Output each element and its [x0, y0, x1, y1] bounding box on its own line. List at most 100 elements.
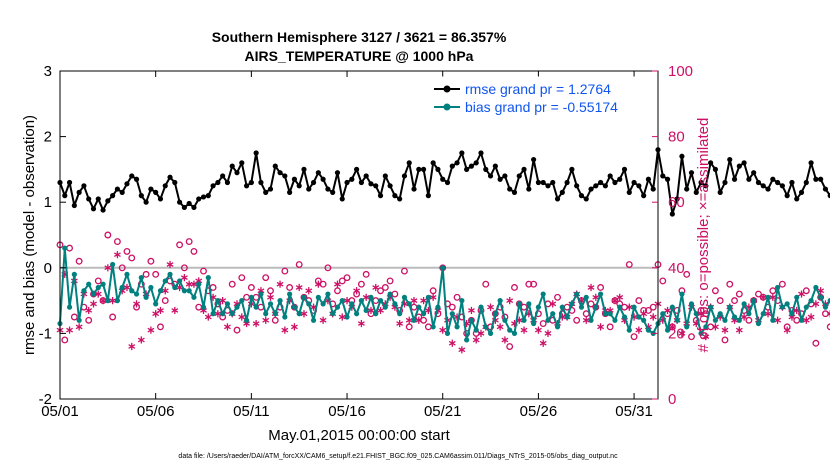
bias-point	[167, 271, 173, 277]
y-right-tick-label: 60	[668, 194, 685, 211]
possible-obs-point	[142, 270, 150, 278]
assimilated-obs-point	[314, 280, 322, 288]
bias-point	[330, 311, 336, 317]
bias-point	[459, 298, 465, 304]
possible-obs-point	[482, 280, 490, 288]
assimilated-obs-point	[123, 283, 131, 292]
assimilated-obs-point	[597, 323, 605, 331]
rmse-point	[641, 193, 647, 199]
rmse-point	[191, 204, 197, 211]
bias-point	[114, 298, 121, 304]
possible-obs-series	[56, 231, 830, 350]
rmse-point	[708, 160, 714, 166]
rmse-point	[751, 170, 757, 176]
rmse-point	[435, 166, 441, 172]
rmse-point	[679, 153, 685, 159]
rmse-point	[602, 183, 608, 189]
possible-obs-point	[233, 326, 241, 334]
y-right-axis-ticks: 0 20 40 60 80 100	[652, 63, 693, 408]
bias-point	[607, 311, 613, 317]
possible-obs-point	[238, 274, 246, 282]
possible-obs-point	[511, 284, 518, 291]
rmse-point	[727, 156, 733, 163]
possible-obs-point	[104, 231, 112, 239]
possible-obs-point	[147, 257, 155, 265]
rmse-point	[239, 160, 245, 166]
bias-point	[110, 261, 116, 268]
bias-point	[454, 324, 460, 330]
rmse-point	[205, 193, 211, 199]
possible-obs-point	[539, 320, 547, 328]
bias-point	[277, 298, 283, 304]
bias-point	[220, 311, 226, 317]
rmse-point	[808, 160, 814, 166]
assimilated-obs-point	[640, 310, 648, 318]
rmse-point	[664, 176, 671, 182]
possible-obs-point	[286, 284, 294, 291]
rmse-point	[775, 179, 781, 186]
assimilated-obs-point	[353, 287, 361, 295]
x-tick-label: 05/11	[233, 403, 269, 420]
possible-obs-point	[400, 267, 408, 275]
bias-point	[382, 304, 388, 310]
possible-obs-point	[90, 290, 97, 298]
rmse-point	[531, 156, 537, 163]
rmse-point	[526, 186, 532, 192]
bias-point	[177, 278, 183, 284]
rmse-point	[100, 207, 106, 213]
bias-point	[583, 294, 589, 300]
rmse-point	[229, 163, 235, 169]
possible-obs-point	[683, 270, 691, 278]
rmse-point	[76, 189, 82, 195]
rmse-point	[693, 189, 699, 195]
rmse-point	[387, 183, 393, 189]
bias-point	[71, 271, 77, 277]
bias-point	[143, 294, 149, 300]
rmse-point	[516, 173, 522, 179]
rmse-point	[507, 186, 513, 192]
bias-point	[186, 288, 192, 294]
bias-point	[435, 304, 441, 310]
assimilated-obs-point	[807, 313, 815, 321]
possible-obs-point	[357, 280, 365, 288]
bias-point	[243, 317, 250, 323]
bias-point	[119, 284, 125, 291]
rmse-point	[234, 170, 240, 176]
chart-title-line1: Southern Hemisphere 3127 / 3621 = 86.357…	[212, 29, 507, 45]
rmse-point	[631, 179, 637, 186]
assimilated-obs-point	[740, 313, 748, 321]
bias-point	[545, 317, 551, 323]
rmse-point	[200, 194, 207, 200]
assimilated-obs-point	[477, 329, 485, 337]
rmse-point	[688, 170, 695, 176]
rmse-point	[483, 166, 489, 172]
x-axis-label: May.01,2015 00:00:00 start	[268, 427, 450, 444]
bias-point	[746, 311, 752, 317]
possible-obs-point	[362, 270, 370, 278]
rmse-point	[153, 189, 159, 195]
possible-obs-point	[731, 297, 738, 305]
possible-obs-point	[817, 293, 825, 301]
rmse-point	[550, 179, 556, 186]
rmse-point	[593, 183, 599, 189]
bias-point	[813, 284, 819, 291]
bias-point	[124, 271, 130, 277]
bias-point	[569, 301, 575, 307]
assimilated-obs-point	[281, 326, 289, 334]
rmse-point	[315, 170, 321, 176]
y-left-tick-label: -2	[39, 391, 52, 408]
rmse-point	[440, 176, 446, 182]
bias-point	[727, 304, 733, 310]
rmse-point	[401, 173, 408, 179]
bias-point	[100, 281, 106, 287]
rmse-point	[535, 179, 542, 186]
y-left-tick-label: -1	[39, 325, 52, 342]
bias-point	[645, 327, 652, 333]
assimilated-obs-point	[702, 333, 710, 341]
possible-obs-point	[644, 306, 652, 314]
assimilated-obs-point	[587, 283, 595, 292]
bias-point	[784, 301, 790, 307]
y-left-tick-label: 0	[44, 260, 52, 277]
possible-obs-point	[185, 238, 193, 246]
